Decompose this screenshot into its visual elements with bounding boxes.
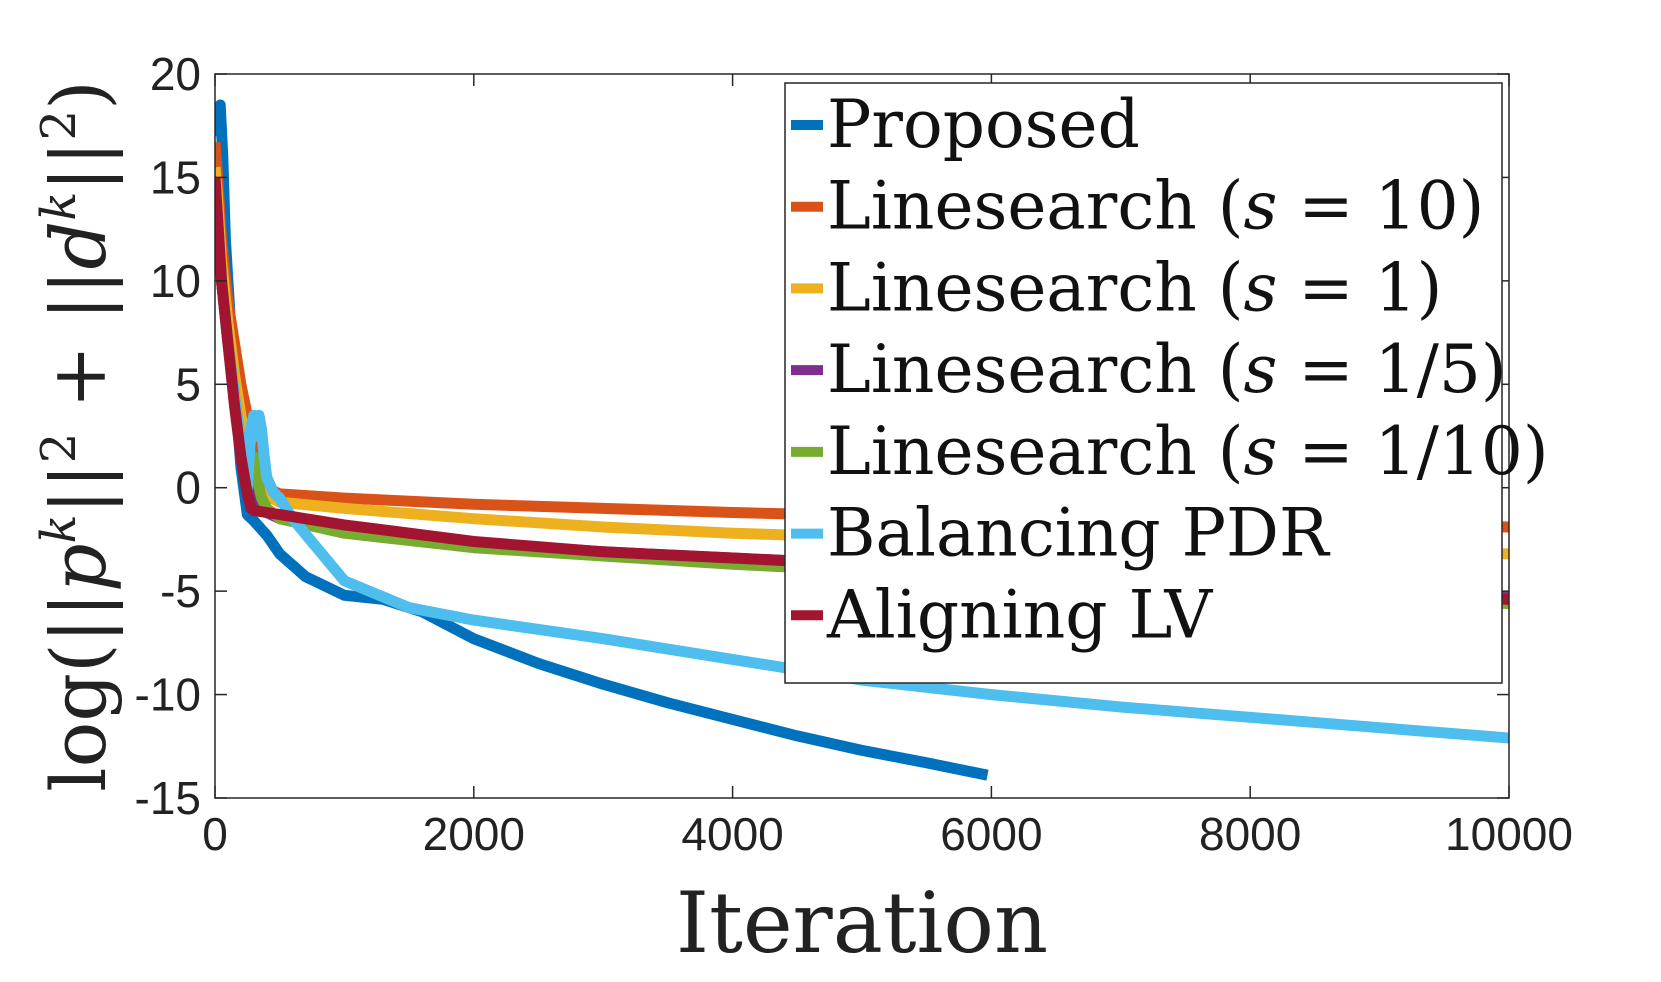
y-label-part-8: k [31,192,87,221]
y-tick-label: 5 [175,358,201,410]
x-tick-label: 6000 [940,808,1042,860]
x-tick-label: 4000 [681,808,783,860]
legend-label-7: Aligning LV [826,576,1213,653]
y-tick-label: -10 [135,669,201,721]
x-tick-label: 2000 [423,808,525,860]
y-tick-label: 15 [150,151,201,203]
y-label-part-9: || [34,140,123,191]
legend-box [784,82,1503,684]
y-label-part-10: 2 [31,110,87,141]
legend-label-6: Balancing PDR [827,495,1331,572]
plot-area-frame [214,73,1510,799]
y-label-part-6: + || [34,269,123,432]
y-tick-label: -5 [160,565,201,617]
legend-label-4: Linesearch (s = 1/5) [827,331,1507,408]
y-label-part-2: p [34,544,123,593]
y-tick-label: -15 [135,772,201,824]
legend-label-2: Linesearch (s = 10) [827,168,1484,245]
x-tick-label: 10000 [1445,808,1573,860]
x-axis-label: Iteration [676,874,1048,972]
legend-label-3: Linesearch (s = 1) [827,249,1442,326]
y-tick-label: 0 [175,462,201,514]
axis-ticks: 0 2000 4000 6000 8000 10000 20 15 10 5 0 -5 -10 -15 [135,48,1573,860]
y-label-part-3: k [31,514,87,543]
y-label-part-4: || [34,463,123,514]
x-tick-label: 0 [202,808,228,860]
y-tick-label: 10 [150,255,201,307]
y-label-part-11: ) [34,80,123,110]
y-tick-label: 20 [150,48,201,100]
plot-lines [215,99,1509,781]
y-label-part-1: log(|| [34,592,123,792]
legend-label-1: Proposed [827,86,1140,163]
x-tick-label: 8000 [1199,808,1301,860]
y-axis-label: log(||pk||2 + ||dk||2) [31,80,123,791]
y-label-part-5: 2 [31,433,87,464]
y-label-part-7: d [34,221,123,270]
legend-label-5: Linesearch (s = 1/10) [827,413,1549,490]
